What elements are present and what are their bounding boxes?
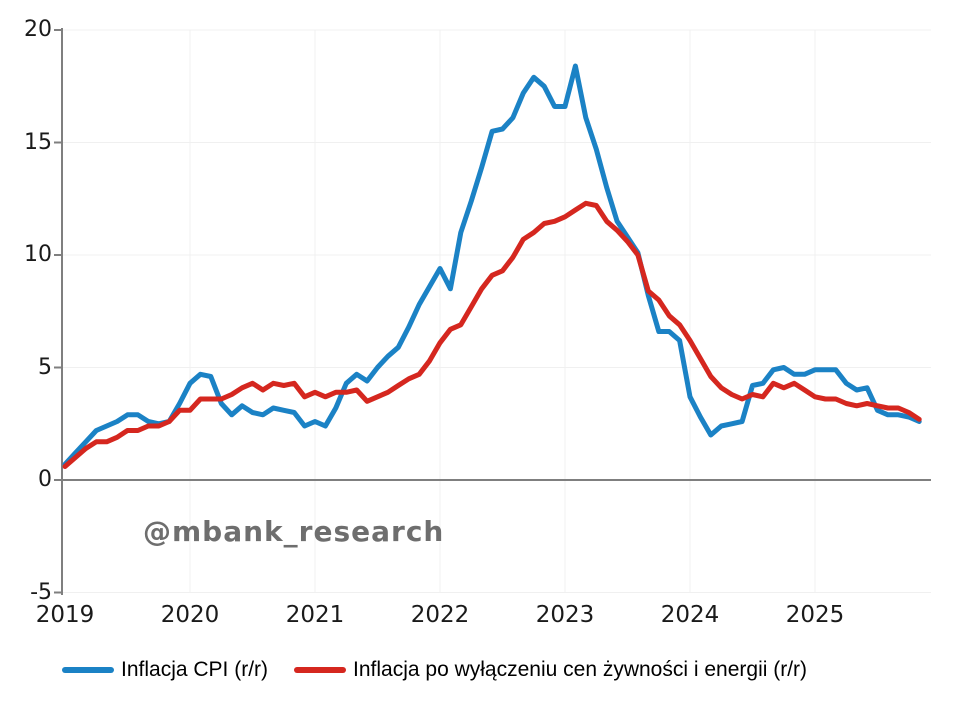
legend-swatch-core (294, 667, 347, 673)
cpi-line (62, 63, 922, 467)
y-tick-label: 10 (24, 242, 52, 267)
y-tick-label: 5 (38, 354, 52, 380)
legend-label-cpi: Inflacja CPI (r/r) (121, 658, 269, 681)
x-tick-label: 2024 (660, 602, 720, 628)
x-tick-label: 2020 (160, 602, 220, 628)
y-tick-label: 20 (24, 17, 52, 42)
legend: Inflacja CPI (r/r) Inflacja po wyłączeni… (62, 652, 922, 688)
y-tick-label: 0 (38, 467, 52, 492)
x-tick-label: 2019 (35, 602, 95, 628)
y-tick-label: 15 (24, 129, 52, 155)
core-inflation-line (62, 200, 922, 469)
x-tick-label: 2025 (785, 602, 845, 628)
legend-swatch-cpi (62, 667, 114, 673)
legend-label-core: Inflacja po wyłączeniu cen żywności i en… (353, 658, 808, 681)
y-tick-label: -5 (30, 579, 52, 605)
x-tick-label: 2022 (410, 602, 470, 628)
watermark-text: @mbank_research (143, 515, 445, 548)
x-tick-label: 2021 (285, 602, 345, 628)
x-tick-label: 2023 (535, 602, 595, 628)
